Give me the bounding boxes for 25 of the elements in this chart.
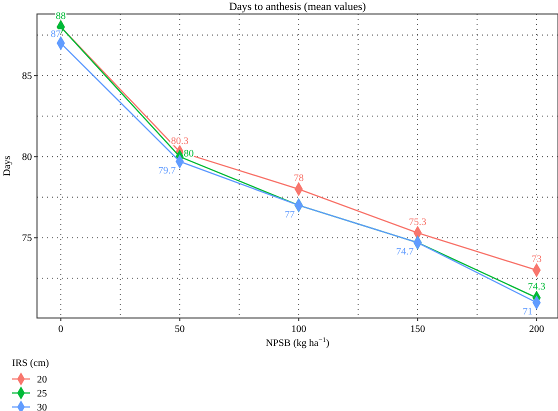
data-label: 79.7 (158, 166, 176, 177)
x-axis-title: NPSB (kg ha$^{−1}$) (266, 336, 330, 349)
data-label: 77 (284, 209, 295, 220)
y-tick-label: 75 (22, 233, 32, 244)
y-tick-label: 80 (22, 152, 32, 164)
data-label: 74.7 (396, 246, 414, 258)
x-tick-label: 200 (529, 324, 544, 335)
legend-label: 25 (37, 388, 47, 400)
x-tick-label: 50 (174, 324, 185, 335)
data-label: 87 (50, 29, 61, 40)
y-axis-title: Days (2, 156, 13, 176)
data-label: 75.3 (408, 216, 426, 228)
legend-label: 30 (37, 402, 47, 411)
x-tick-label: 100 (291, 324, 306, 335)
data-label: 73 (532, 254, 542, 266)
chart-title: Days to anthesis (mean values) (229, 1, 366, 13)
data-label: 71 (522, 306, 533, 318)
data-label: 80.3 (170, 136, 188, 147)
annotation: 74.3 (528, 282, 546, 293)
y-tick-label: 85 (22, 71, 32, 82)
x-tick-label: 0 (58, 324, 64, 335)
legend-label: 20 (37, 374, 47, 386)
x-tick-label: 150 (410, 324, 426, 335)
data-label: 78 (294, 173, 304, 184)
legend-title: IRS (cm) (12, 358, 49, 369)
